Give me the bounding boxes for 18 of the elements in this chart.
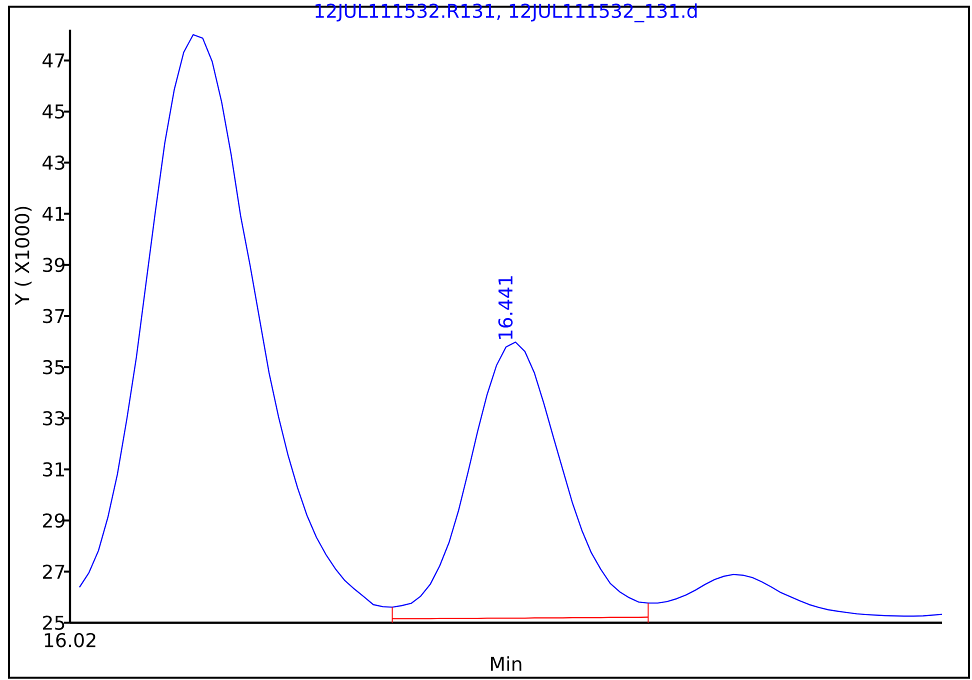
annotation: 16.441 — [498, 276, 513, 339]
text: 16.02 — [44, 633, 96, 648]
y-tick-label: 29 — [43, 513, 64, 528]
y-tick-label: 37 — [43, 308, 64, 324]
y-tick-label: 45 — [42, 104, 64, 119]
chart-title: 12JUL111532.R131, 12JUL111532_131.d — [316, 3, 697, 22]
y-tick-label: 25 — [43, 616, 64, 630]
y-tick-label: 41 — [42, 206, 64, 221]
y-tick-label: 43 — [42, 156, 64, 170]
y-tick-label: 47 — [42, 54, 64, 68]
y-tick-label: 35 — [43, 360, 64, 374]
y-tick-label: 27 — [43, 564, 64, 579]
y-tick-label: 33 — [43, 411, 64, 426]
line-series — [78, 34, 943, 617]
y-axis-title: Y ( X1000) — [14, 206, 32, 306]
y-tick-label: 31 — [43, 462, 64, 477]
x-axis-title: Min — [491, 656, 522, 671]
y-tick-label: 39 — [43, 258, 64, 272]
